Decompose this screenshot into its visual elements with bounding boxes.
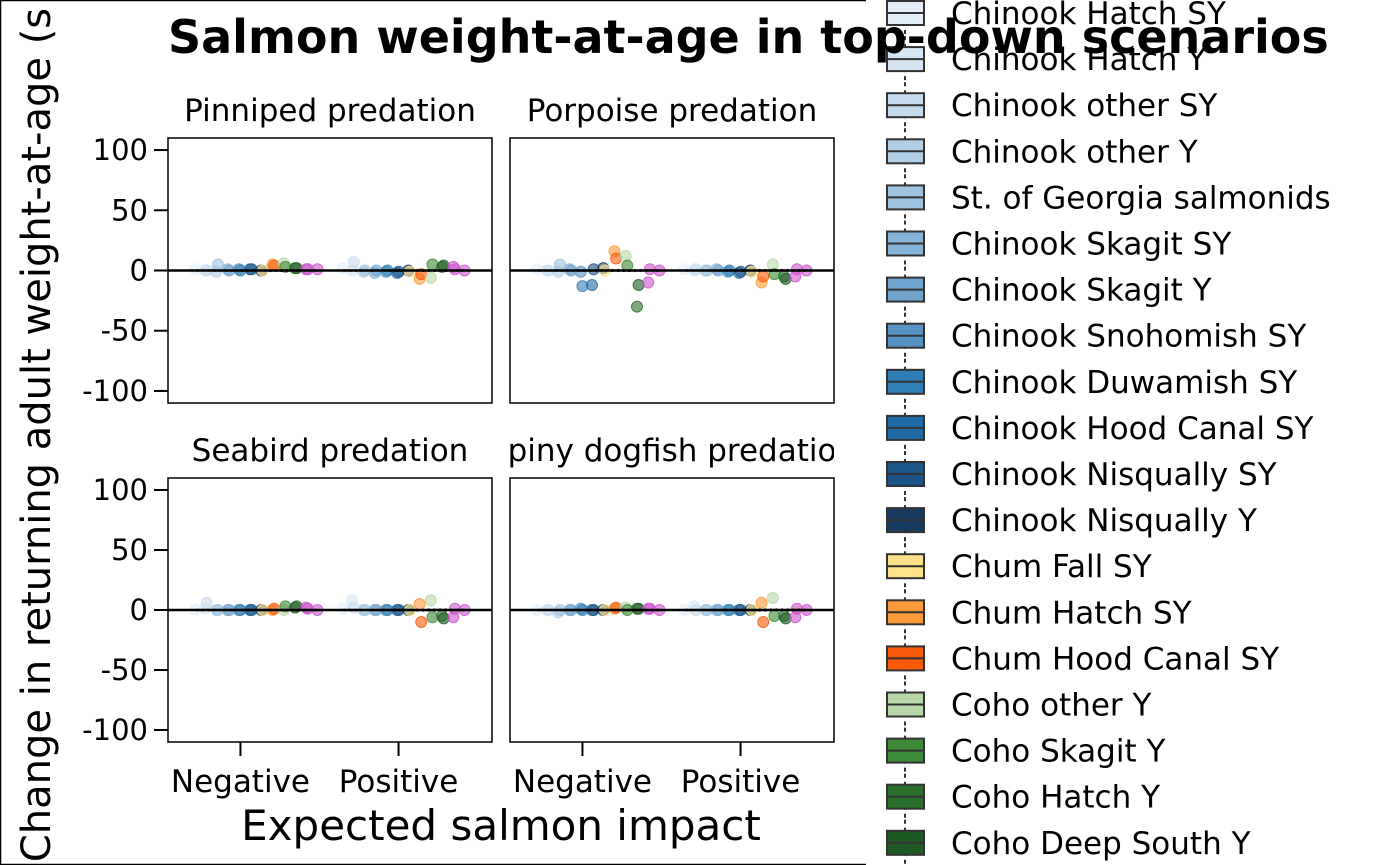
legend-label: Chinook Duwamish SY xyxy=(951,365,1297,401)
legend-label: Chinook Snohomish SY xyxy=(951,319,1306,355)
legend-label: Coho Deep South Y xyxy=(951,826,1251,862)
legend-label: Coho Hatch Y xyxy=(951,780,1160,816)
x-tick-label: Positive xyxy=(339,764,459,800)
data-point xyxy=(766,258,779,271)
data-point xyxy=(424,271,437,284)
data-point xyxy=(757,270,770,283)
facet-panel: Porpoise predation xyxy=(509,93,835,404)
legend-label: Coho other Y xyxy=(951,688,1152,724)
legend-entry: Chinook other Y xyxy=(886,128,1198,175)
y-tick-label: 0 xyxy=(130,593,148,627)
legend-entry: Chinook Nisqually SY xyxy=(886,451,1277,497)
panel-title: Pinniped predation xyxy=(184,93,476,129)
y-tick-label: -50 xyxy=(101,653,148,687)
legend-entry: Chum Fall SY xyxy=(886,543,1152,590)
data-point xyxy=(630,300,643,313)
legend-entry: Chinook Hatch SY xyxy=(886,0,1226,36)
legend-entry: Coho Deep South Y xyxy=(886,819,1251,865)
data-point xyxy=(200,596,213,609)
legend-entry: Chum Hood Canal SY xyxy=(886,635,1279,682)
legend-entry: Chinook Hatch Y xyxy=(886,36,1206,83)
data-point xyxy=(642,276,655,289)
facet-panel: Seabird predation 100 50 0 -50 -100 Negative Po… xyxy=(82,433,493,800)
legend-entry: Coho Hatch Y xyxy=(886,773,1160,820)
legend-label: Coho Skagit Y xyxy=(951,734,1165,770)
legend: Chinook Hatch SY Chinook Hatch Y Chinook o… xyxy=(866,0,1400,865)
y-tick-label: 0 xyxy=(130,254,148,288)
legend-background xyxy=(866,0,1400,865)
chart-title: Salmon weight-at-age in top-down scenari… xyxy=(168,10,1329,64)
x-tick-label: Positive xyxy=(681,764,801,800)
y-tick-label: -100 xyxy=(82,713,148,747)
facet-panels: Pinniped predation 100 50 0 -50 -100 Porpoise … xyxy=(82,93,856,800)
facet-panel: Pinniped predation 100 50 0 -50 -100 xyxy=(82,93,493,408)
data-point xyxy=(766,592,779,604)
y-tick-label: 100 xyxy=(93,473,148,507)
data-point xyxy=(619,250,632,263)
panel-points xyxy=(189,594,471,628)
legend-label: Chum Hatch SY xyxy=(951,595,1192,631)
legend-entry: St. of Georgia salmonids xyxy=(886,174,1331,221)
y-tick-label: 50 xyxy=(111,533,148,567)
facet-panel: Spiny dogfish predation Negative Positive xyxy=(488,433,856,800)
legend-label: Chinook other SY xyxy=(951,88,1217,124)
data-point xyxy=(347,256,360,269)
legend-label: Chinook Skagit SY xyxy=(951,227,1231,263)
panel-title: Seabird predation xyxy=(192,433,469,469)
legend-label: Chum Fall SY xyxy=(951,549,1152,585)
legend-label: Chinook Nisqually SY xyxy=(951,457,1277,493)
y-axis-label: Change in returning adult weight-at-age … xyxy=(14,8,60,862)
data-point xyxy=(586,278,599,291)
legend-label: Chinook Hood Canal SY xyxy=(951,411,1313,447)
legend-label: Chinook Hatch Y xyxy=(951,42,1206,78)
legend-entry: Coho other Y xyxy=(886,681,1152,728)
x-tick-label: Negative xyxy=(171,764,310,800)
legend-entry: Chinook Skagit SY xyxy=(886,220,1231,267)
legend-entry: Chinook other SY xyxy=(886,82,1217,129)
data-point xyxy=(413,598,426,610)
legend-entry: Chinook Hood Canal SY xyxy=(886,404,1313,451)
panel-title: Porpoise predation xyxy=(527,93,818,129)
data-point xyxy=(415,616,428,628)
legend-label: Chinook other Y xyxy=(951,134,1198,170)
legend-label: Chinook Hatch SY xyxy=(951,0,1226,32)
data-point xyxy=(757,616,770,628)
x-tick-label: Negative xyxy=(513,764,652,800)
x-axis-label: Expected salmon impact xyxy=(241,801,761,850)
y-tick-label: -100 xyxy=(82,374,148,408)
data-point xyxy=(755,596,768,609)
legend-entry: Coho Skagit Y xyxy=(886,727,1165,774)
legend-entry: Chinook Snohomish SY xyxy=(886,312,1306,359)
data-point xyxy=(424,594,437,607)
legend-entry: Chinook Skagit Y xyxy=(886,266,1212,313)
legend-entry: Chinook Duwamish SY xyxy=(886,358,1297,405)
legend-entry: Chinook Nisqually Y xyxy=(886,497,1257,544)
legend-label: Chum Hood Canal SY xyxy=(951,641,1279,677)
y-tick-label: 100 xyxy=(93,133,148,167)
y-tick-label: -50 xyxy=(101,314,148,348)
panel-title: Spiny dogfish predation xyxy=(488,433,856,469)
legend-entry: Chum Hatch SY xyxy=(886,589,1192,636)
legend-label: Chinook Nisqually Y xyxy=(951,503,1257,539)
legend-label: St. of Georgia salmonids xyxy=(951,180,1331,216)
y-tick-label: 50 xyxy=(111,193,148,227)
legend-label: Chinook Skagit Y xyxy=(951,273,1212,309)
